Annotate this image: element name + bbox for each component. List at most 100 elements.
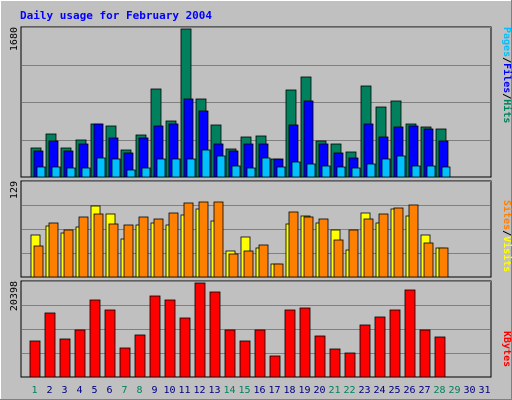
bottom-bar-kbytes-day-9	[149, 295, 161, 378]
top-bar-pages-day-1	[36, 166, 46, 178]
middle-bar-sites-day-4	[78, 216, 89, 278]
middle-legend: Sites/Visits	[501, 200, 512, 272]
day-label-16: 16	[253, 385, 265, 396]
bottom-bar-kbytes-day-18	[284, 309, 296, 378]
top-bar-pages-day-28	[441, 166, 451, 178]
top-bar-pages-day-7	[126, 169, 136, 178]
legend-sites: Sites	[501, 200, 512, 230]
bottom-bar-kbytes-day-22	[344, 352, 356, 378]
day-label-2: 2	[46, 385, 52, 396]
middle-bar-sites-day-25	[393, 207, 404, 278]
top-bar-pages-day-2	[51, 166, 61, 178]
day-label-19: 19	[298, 385, 310, 396]
top-bar-pages-day-22	[351, 167, 361, 178]
middle-bar-sites-day-10	[168, 212, 179, 278]
day-label-18: 18	[283, 385, 295, 396]
bottom-bar-kbytes-day-2	[44, 312, 56, 378]
middle-bar-sites-day-13	[213, 201, 224, 278]
top-bar-pages-day-16	[261, 157, 271, 178]
middle-bar-sites-day-2	[48, 222, 59, 278]
middle-bar-sites-day-19	[303, 216, 314, 278]
middle-bar-sites-day-16	[258, 244, 269, 278]
day-label-10: 10	[163, 385, 175, 396]
top-bar-pages-day-18	[291, 161, 301, 178]
top-bar-pages-day-10	[171, 158, 181, 178]
top-bar-pages-day-15	[246, 167, 256, 178]
bottom-bar-kbytes-day-3	[59, 338, 71, 378]
middle-bar-sites-day-11	[183, 202, 194, 278]
day-label-22: 22	[343, 385, 355, 396]
day-label-7: 7	[121, 385, 127, 396]
top-bar-pages-day-27	[426, 165, 436, 178]
bottom-legend: KBytes	[501, 331, 512, 367]
bottom-bar-kbytes-day-16	[254, 329, 266, 378]
middle-bar-sites-day-28	[438, 247, 449, 278]
bottom-bar-kbytes-day-15	[239, 340, 251, 378]
middle-bar-sites-day-27	[423, 242, 434, 278]
day-label-11: 11	[178, 385, 190, 396]
bottom-max-label: 20398	[9, 281, 20, 311]
legend-sep: /	[501, 93, 512, 99]
day-label-25: 25	[388, 385, 400, 396]
middle-bar-sites-day-3	[63, 229, 74, 278]
bottom-bar-kbytes-day-28	[434, 336, 446, 378]
top-bar-pages-day-5	[96, 157, 106, 178]
bottom-bar-kbytes-day-14	[224, 329, 236, 378]
bottom-bar-kbytes-day-17	[269, 355, 281, 378]
top-bar-pages-day-3	[66, 167, 76, 178]
legend-sep: /	[501, 230, 512, 236]
middle-bar-sites-day-21	[333, 239, 344, 278]
top-bar-pages-day-13	[216, 155, 226, 178]
day-label-17: 17	[268, 385, 280, 396]
top-bar-pages-day-6	[111, 158, 121, 178]
bottom-bar-kbytes-day-7	[119, 347, 131, 378]
top-bar-pages-day-17	[276, 166, 286, 178]
day-label-12: 12	[193, 385, 205, 396]
top-bar-pages-day-21	[336, 166, 346, 178]
legend-files: Files	[501, 63, 512, 93]
middle-bar-sites-day-14	[228, 253, 239, 278]
top-bar-pages-day-20	[321, 165, 331, 178]
panel-visits-sites	[20, 180, 492, 278]
legend-visits: Visits	[501, 236, 512, 272]
day-label-20: 20	[313, 385, 325, 396]
day-label-21: 21	[328, 385, 340, 396]
middle-bar-sites-day-15	[243, 250, 254, 278]
middle-bar-sites-day-17	[273, 263, 284, 278]
bottom-bar-kbytes-day-4	[74, 329, 86, 378]
legend-hits: Hits	[501, 99, 512, 123]
chart-title: Daily usage for February 2004	[20, 9, 212, 22]
day-label-27: 27	[418, 385, 430, 396]
bottom-bar-kbytes-day-11	[179, 317, 191, 378]
top-max-label: 1680	[9, 27, 20, 51]
middle-bar-sites-day-8	[138, 216, 149, 278]
middle-bar-sites-day-24	[378, 213, 389, 278]
middle-bar-sites-day-12	[198, 201, 209, 278]
day-label-31: 31	[478, 385, 490, 396]
bottom-bar-kbytes-day-12	[194, 282, 206, 378]
bottom-bar-kbytes-day-20	[314, 335, 326, 378]
top-bar-pages-day-24	[381, 158, 391, 178]
top-bar-pages-day-11	[186, 158, 196, 178]
bottom-bar-kbytes-day-26	[404, 289, 416, 378]
top-bar-pages-day-4	[81, 167, 91, 178]
middle-bar-sites-day-18	[288, 211, 299, 278]
day-label-5: 5	[91, 385, 97, 396]
day-label-24: 24	[373, 385, 385, 396]
day-axis-labels: 1 2 3 4 5 6 7 8 9 10 11 12 13 14 15 16 17 18 19 20 21 22 23 24 2…	[31, 385, 490, 396]
day-label-15: 15	[238, 385, 250, 396]
middle-max-label: 129	[9, 181, 20, 199]
top-bar-pages-day-19	[306, 163, 316, 178]
bottom-bar-kbytes-day-25	[389, 309, 401, 378]
middle-bar-sites-day-22	[348, 229, 359, 278]
bottom-bar-kbytes-day-13	[209, 291, 221, 378]
middle-bar-sites-day-5	[93, 213, 104, 278]
top-bar-pages-day-9	[156, 158, 166, 178]
middle-bar-sites-day-20	[318, 218, 329, 278]
legend-kbytes: KBytes	[501, 331, 512, 367]
top-bar-pages-day-26	[411, 165, 421, 178]
day-label-14: 14	[223, 385, 235, 396]
day-label-13: 13	[208, 385, 220, 396]
bottom-bar-kbytes-day-5	[89, 299, 101, 378]
day-label-8: 8	[136, 385, 142, 396]
